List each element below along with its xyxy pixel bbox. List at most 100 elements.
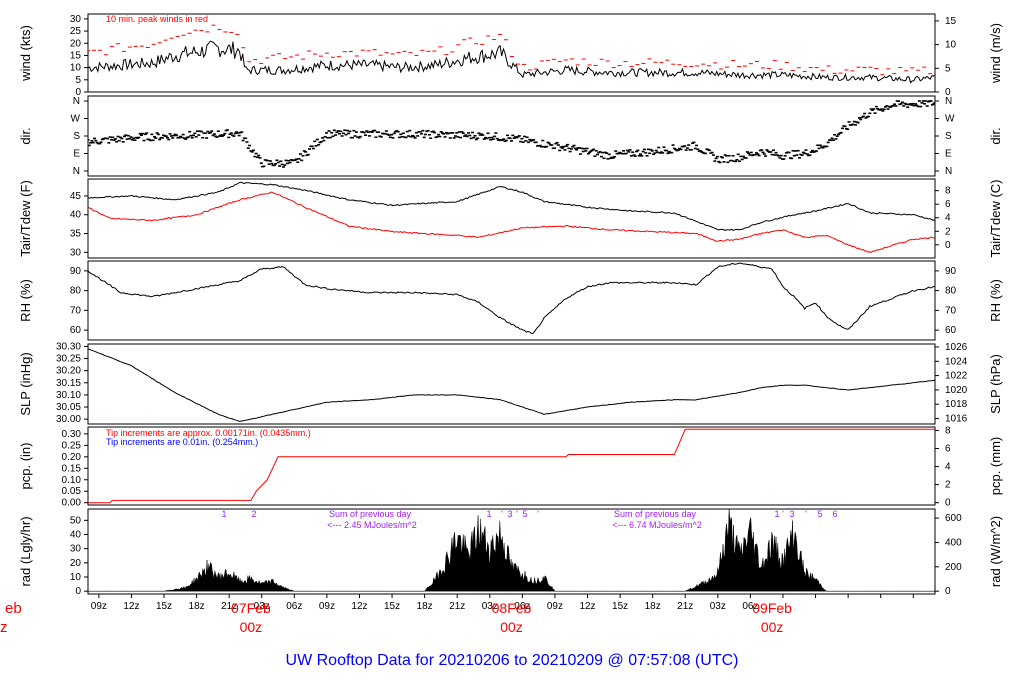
edge-label-bottom: z [0, 619, 8, 636]
rh-tick-label: 60 [70, 325, 82, 336]
wind-frame [87, 13, 936, 93]
wind-tick-label: 30 [70, 14, 82, 25]
edge-label-top: eb [5, 600, 22, 617]
slp-series-line [88, 348, 935, 422]
rad-tick-label-right: 600 [945, 513, 962, 524]
wind-tick-label: 0 [75, 87, 81, 98]
panel-pcp: pcp. (in) pcp. (mm)0.000.050.100.150.200.… [18, 425, 1003, 508]
time-axis: 09z 12z 15z 18z 21z 03z 06z 09z 12z 15z 18z 21z 03z 0… [91, 594, 914, 635]
pcp-frame [87, 426, 936, 506]
temp-tick-label: 40 [70, 210, 82, 221]
pcp-data [88, 428, 935, 504]
temp-tick-label-right: 8 [945, 186, 951, 197]
dir-data [88, 100, 935, 168]
wind-tick-label: 25 [70, 26, 82, 37]
day-date-label: 09Feb [752, 600, 792, 616]
rh-tick-label: 90 [70, 266, 82, 277]
slp-tick-label: 30.05 [56, 402, 81, 413]
wind-tick-label-right: 10 [945, 40, 957, 51]
temp-tick-label: 35 [70, 229, 82, 240]
pcp-tick-label: 0.10 [62, 475, 82, 486]
rh-tick-label: 70 [70, 305, 82, 316]
dir-tick-label-right: S [945, 131, 952, 142]
dir-tick-label: N [73, 96, 80, 107]
panel-rad: rad (Lgly/hr) rad (W/m^2) 0 10 20 30 40 50 0 200 4… [18, 508, 1003, 597]
slp-tick-label: 30.25 [56, 354, 81, 365]
dir-tick-label-right: E [945, 149, 952, 160]
x-tick-label: 06z [742, 601, 758, 612]
wind-tick-label-right: 5 [945, 63, 951, 74]
rad-marker: 2 [251, 509, 256, 519]
x-tick-label: 18z [645, 601, 661, 612]
panel-temp: Tair/Tdew (F) Tair/Tdew (C) 30 35 40 45 0 2 4 6 8 [18, 178, 1003, 259]
dir-tick-label-right: N [945, 96, 952, 107]
rad-marker: 3 [789, 509, 794, 519]
rad-marker: 5 [522, 509, 527, 519]
rh-tick-label-right: 70 [945, 305, 957, 316]
day-time-label: 00z [761, 619, 784, 635]
slp-tick-label: 30.20 [56, 366, 81, 377]
pcp-tick-label: 0.00 [62, 498, 82, 509]
temp-tick-label-right: 6 [945, 199, 951, 210]
pcp-tick-label: 0.05 [62, 486, 82, 497]
slp-ylabel: SLP (inHg) [18, 352, 33, 415]
slp-data [88, 348, 935, 422]
rh-tick-label-right: 90 [945, 266, 957, 277]
rad-tick-label-right: 0 [945, 586, 951, 597]
x-tick-label: 12z [579, 601, 595, 612]
slp-tick-label: 30.10 [56, 390, 81, 401]
slp-tick-label-right: 1016 [945, 414, 968, 425]
wind-tick-label: 5 [75, 75, 81, 86]
x-tick-label: 09z [319, 601, 335, 612]
x-tick-label: 09z [547, 601, 563, 612]
rad-tick-label: 10 [70, 572, 82, 583]
wind-tick-label: 15 [70, 50, 82, 61]
rad-data [88, 509, 935, 592]
slp-tick-label-right: 1018 [945, 399, 968, 410]
rad-ylabel: rad (Lgly/hr) [18, 516, 33, 586]
radiation-area [88, 509, 935, 592]
slp-tick-label-right: 1022 [945, 371, 968, 382]
x-tick-label: 15z [384, 601, 400, 612]
pcp-annotation: Tip increments are approx. 0.00171in. (0… [106, 428, 311, 438]
slp-tick-label-right: 1024 [945, 356, 968, 367]
x-tick-label: 21z [221, 601, 237, 612]
temp-frame [87, 178, 936, 259]
x-tick-label: 12z [123, 601, 139, 612]
rh-tick-label-right: 60 [945, 325, 957, 336]
rad-marker: 1 [486, 509, 491, 519]
rad-marker: 6 [832, 509, 837, 519]
x-tick-label: 06z [286, 601, 302, 612]
x-tick-label: 03z [482, 601, 498, 612]
slp-tick-label: 30.15 [56, 378, 81, 389]
panel-slp: SLP (inHg) SLP (hPa)30.0030.0530.1030.153… [18, 341, 1003, 425]
rad-sum-annotation: Sum of previous day [329, 509, 412, 519]
pcp-series-line [88, 428, 935, 504]
rad-tick-label: 50 [70, 515, 82, 526]
x-tick-label: 21z [449, 601, 465, 612]
temp-tick-label-right: 4 [945, 213, 951, 224]
dir-ylabel: dir. [18, 127, 33, 144]
slp-tick-label-right: 1026 [945, 342, 968, 353]
x-tick-label: 03z [710, 601, 726, 612]
x-tick-label: 03z [254, 601, 270, 612]
slp-tick-label: 30.00 [56, 414, 81, 425]
x-tick-label: 15z [156, 601, 172, 612]
rad-frame [87, 508, 936, 595]
rad-sum-annotation: Sum of previous day [614, 509, 697, 519]
wind-data [88, 24, 935, 84]
wind-tick-label: 10 [70, 63, 82, 74]
rad-marker: ' [782, 509, 784, 519]
rh-frame [87, 260, 936, 341]
day-time-label: 00z [500, 619, 523, 635]
pcp-tick-label: 0.30 [62, 429, 82, 440]
dir-tick-label-right: N [945, 166, 952, 177]
rad-tick-label: 40 [70, 530, 82, 541]
pcp-ylabel: pcp. (in) [18, 443, 33, 490]
rad-marker: ' [501, 509, 503, 519]
temp-series-line [88, 191, 935, 253]
temp-ylabel: Tair/Tdew (F) [18, 180, 33, 257]
rad-tick-label-right: 400 [945, 537, 962, 548]
temp-tick-label: 45 [70, 191, 82, 202]
